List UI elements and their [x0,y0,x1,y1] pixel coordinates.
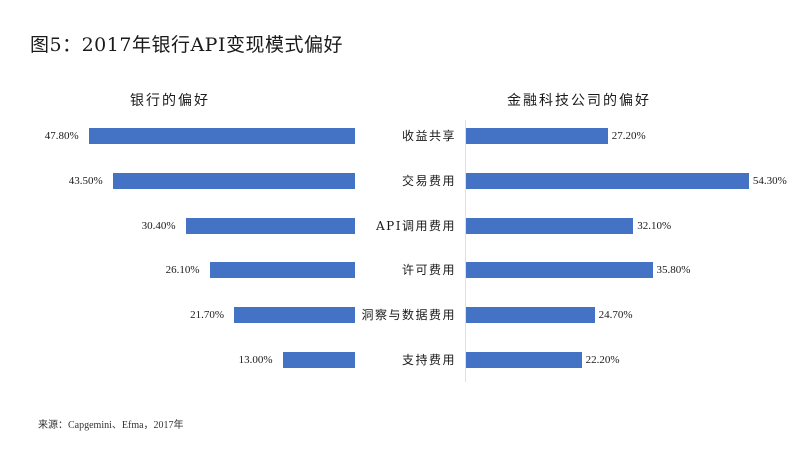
fintech-bar-value: 27.20% [611,130,646,142]
source-note: 来源：Capgemini、Efma，2017年 [38,420,184,431]
bank-bar [88,128,355,144]
category-label: 收益共享 [401,129,456,143]
fintech-bar [466,307,595,323]
fintech-bar-value: 24.70% [598,309,633,321]
page-title: 图5：2017年银行API变现模式偏好 [30,34,343,56]
category-label: API调用费用 [376,219,456,233]
fintech-bar [466,262,653,278]
left-chart-title: 银行的偏好 [130,93,210,109]
category-axis-line [465,120,466,382]
bank-bar [234,307,355,323]
bank-bar [282,352,355,368]
fintech-bar [466,173,749,189]
right-chart-title: 金融科技公司的偏好 [507,93,651,109]
fintech-bar [466,352,582,368]
fintech-bar-value: 35.80% [656,264,691,276]
bank-bar [112,173,355,189]
category-label: 支持费用 [401,353,456,367]
fintech-bar [466,218,634,234]
bank-bar-value: 13.00% [238,354,273,366]
bank-bar-value: 26.10% [165,264,200,276]
category-label: 洞察与数据费用 [361,308,456,322]
category-label: 交易费用 [401,174,456,188]
category-label: 许可费用 [401,263,456,277]
fintech-bar-value: 32.10% [637,220,672,232]
fintech-bar-value: 54.30% [752,175,787,187]
bank-bar-value: 43.50% [68,175,103,187]
fintech-bar-value: 22.20% [585,354,620,366]
bank-bar-value: 47.80% [44,130,79,142]
bank-bar [209,262,355,278]
fintech-bar [466,128,608,144]
bank-bar-value: 30.40% [141,220,176,232]
bank-bar [185,218,355,234]
bank-bar-value: 21.70% [190,309,225,321]
